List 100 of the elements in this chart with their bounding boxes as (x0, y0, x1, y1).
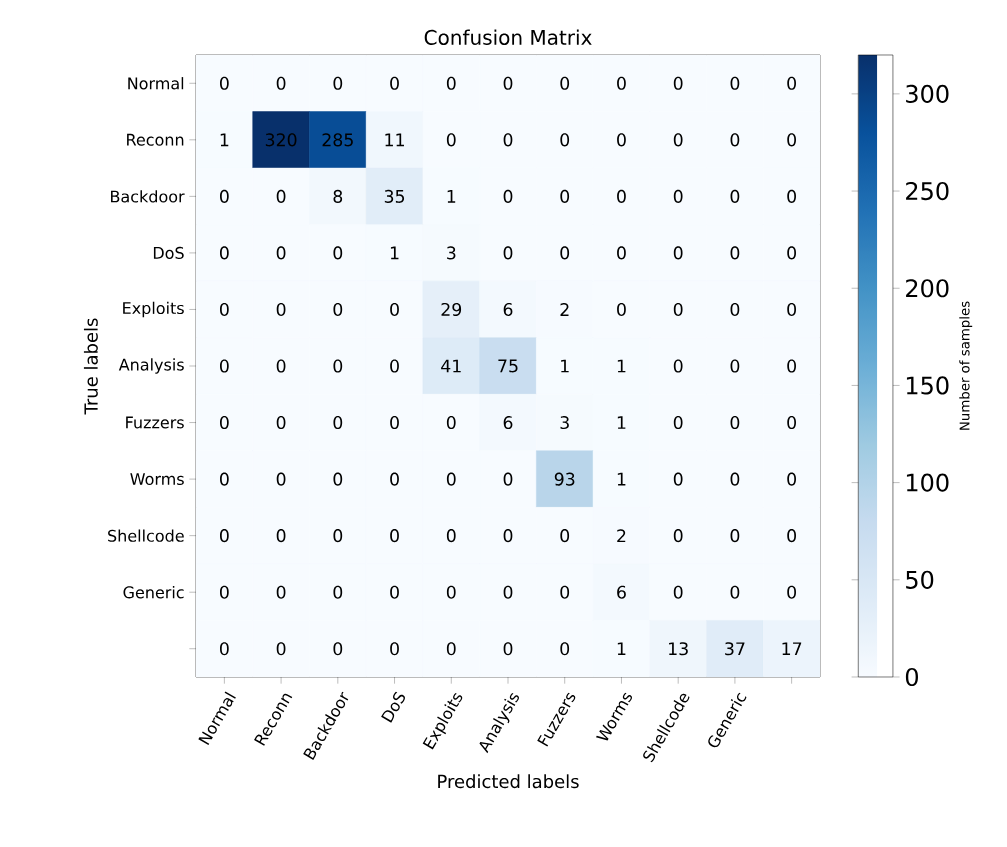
data-label: 0 (220, 642, 229, 656)
y-tick-label: Analysis (118, 358, 184, 374)
data-label: 0 (276, 585, 286, 599)
y-tick-label: Generic (123, 586, 184, 599)
data-label: 0 (730, 246, 740, 260)
data-label: 0 (503, 529, 513, 543)
data-label: 0 (446, 472, 456, 486)
data-label: 0 (276, 529, 286, 543)
data-label: 35 (384, 189, 405, 203)
data-label: 6 (503, 416, 513, 430)
data-label: 0 (787, 472, 796, 486)
y-tick-label: DoS (153, 246, 184, 259)
data-label: 0 (673, 76, 683, 90)
data-label: 0 (617, 302, 626, 317)
data-label: 0 (333, 529, 343, 543)
data-label: 0 (390, 302, 399, 317)
color-bar-label: 50 (906, 570, 934, 589)
data-label: 0 (730, 585, 740, 599)
data-label: 0 (220, 189, 229, 203)
data-label: 0 (276, 359, 286, 373)
data-label: 0 (787, 76, 796, 90)
data-label: 320 (265, 133, 297, 147)
data-label: 0 (503, 585, 513, 599)
data-label: 0 (503, 76, 513, 90)
x-axis-title: Predicted labels (438, 774, 579, 789)
data-label: 0 (333, 416, 343, 430)
color-bar-label: 100 (906, 473, 949, 492)
data-label: 0 (220, 76, 229, 90)
data-label: 1 (617, 642, 626, 656)
y-tick-label: Exploits (123, 301, 184, 318)
data-label: 3 (447, 246, 456, 260)
data-label: 0 (220, 246, 229, 260)
data-label: 0 (560, 76, 570, 90)
data-label: 0 (276, 472, 286, 486)
data-label: 1 (390, 246, 399, 260)
data-label: 1 (617, 472, 626, 486)
data-label: 0 (560, 585, 570, 599)
color-bar-label: 0 (905, 667, 918, 687)
data-label: 0 (276, 189, 286, 203)
data-label: 0 (673, 529, 683, 543)
y-tick-label: Shellcode (108, 529, 184, 542)
data-label: 0 (730, 76, 740, 90)
data-label: 8 (333, 189, 343, 203)
data-label: 0 (673, 133, 683, 147)
data-label: 0 (503, 189, 513, 203)
data-label: 0 (787, 246, 796, 260)
data-label: 0 (787, 529, 796, 543)
data-label: 0 (787, 416, 796, 430)
data-label: 0 (503, 642, 513, 656)
data-label: 0 (276, 642, 286, 656)
color-bar-label: 150 (906, 376, 949, 395)
data-label: 0 (673, 246, 683, 260)
data-label: 0 (446, 529, 456, 543)
data-label: 41 (441, 359, 461, 373)
data-label: 1 (447, 190, 456, 203)
data-label: 0 (276, 416, 286, 430)
data-label: 0 (560, 529, 570, 543)
data-label: 0 (220, 472, 229, 486)
data-label: 0 (220, 359, 229, 373)
data-label: 0 (673, 302, 683, 317)
data-label: 0 (446, 585, 456, 599)
data-label: 37 (725, 642, 745, 656)
data-label: 0 (446, 642, 456, 656)
color-bar-label: 300 (906, 84, 949, 103)
data-label: 0 (220, 302, 229, 317)
data-label: 0 (276, 76, 286, 90)
data-label: 0 (390, 472, 399, 486)
data-label: 0 (617, 76, 626, 90)
data-label: 0 (787, 133, 796, 147)
data-label: 285 (322, 133, 353, 147)
data-label: 29 (441, 302, 462, 317)
data-label: 0 (333, 76, 343, 90)
y-tick-label: Reconn (127, 133, 184, 146)
data-label: 0 (673, 189, 683, 203)
data-label: 0 (787, 189, 796, 203)
data-label: 0 (787, 585, 796, 599)
y-axis-title: True labels (83, 318, 98, 415)
data-label: 2 (560, 303, 569, 316)
data-label: 0 (560, 246, 570, 260)
data-label: 0 (560, 642, 570, 656)
data-label: 0 (503, 246, 513, 260)
color-bar-label: 250 (906, 181, 949, 201)
data-label: 0 (673, 472, 683, 486)
data-label: 0 (673, 416, 683, 430)
data-label: 6 (617, 585, 626, 599)
data-label: 0 (446, 133, 456, 147)
data-label: 1 (561, 359, 569, 373)
data-label: 0 (390, 76, 399, 90)
data-label: 0 (673, 585, 683, 599)
data-label: 0 (390, 359, 399, 373)
data-label: 0 (220, 416, 229, 430)
data-label: 0 (390, 416, 399, 430)
data-label: 0 (787, 302, 796, 317)
data-label: 0 (446, 76, 456, 90)
data-label: 0 (730, 302, 740, 317)
data-label: 1 (617, 359, 626, 373)
data-label: 17 (782, 642, 802, 656)
color-bar-label: 200 (906, 279, 949, 298)
data-label: 0 (333, 359, 343, 373)
data-label: 13 (669, 642, 688, 656)
